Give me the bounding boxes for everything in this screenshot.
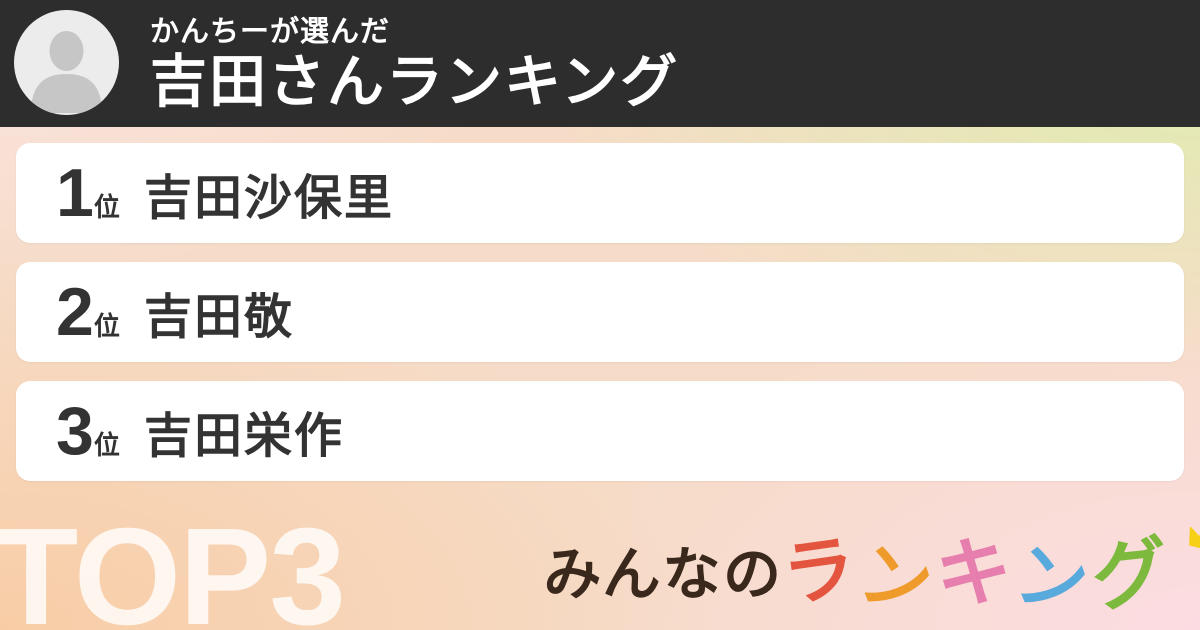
rank-number: 2 — [56, 274, 94, 350]
logo-char: ン — [852, 533, 940, 627]
logo-char: な — [661, 540, 723, 609]
header-text: かんちーが選んだ 吉田さんランキング — [150, 14, 679, 116]
rank-name: 吉田敬 — [144, 291, 295, 344]
ranking-row-3: 3 位 吉田栄作 — [16, 381, 1184, 481]
rank-badge: 3 位 — [56, 397, 134, 465]
rank-number: 3 — [56, 393, 94, 469]
minna-no-ranking-logo: み ん な の ラ ン キ ン グ — [540, 524, 1200, 627]
attribution-label: かんちーが選んだ — [150, 16, 391, 48]
logo-char: ラ — [777, 527, 861, 617]
logo-char: キ — [932, 527, 1016, 620]
logo-char: グ — [1087, 529, 1173, 622]
rank-name: 吉田沙保里 — [144, 172, 395, 225]
crown-icon — [1189, 524, 1200, 552]
logo-char: ん — [601, 540, 663, 609]
logo-char: み — [540, 540, 604, 609]
logo-char: ン — [1009, 534, 1095, 626]
rank-name: 吉田栄作 — [144, 410, 345, 463]
ranking-row-2: 2 位 吉田敬 — [16, 262, 1184, 362]
logo-char: の — [721, 541, 783, 608]
ranking-row-1: 1 位 吉田沙保里 — [16, 143, 1184, 243]
person-icon — [31, 31, 102, 113]
rank-number: 1 — [56, 155, 94, 231]
top3-watermark: TOP3 — [0, 500, 346, 630]
rank-suffix: 位 — [93, 192, 120, 222]
avatar — [14, 10, 119, 115]
rank-suffix: 位 — [93, 430, 120, 460]
header: かんちーが選んだ 吉田さんランキング — [0, 0, 1200, 127]
rank-badge: 2 位 — [56, 278, 134, 346]
page-title: 吉田さんランキング — [150, 50, 680, 115]
rank-suffix: 位 — [93, 311, 120, 341]
rank-badge: 1 位 — [56, 159, 134, 227]
